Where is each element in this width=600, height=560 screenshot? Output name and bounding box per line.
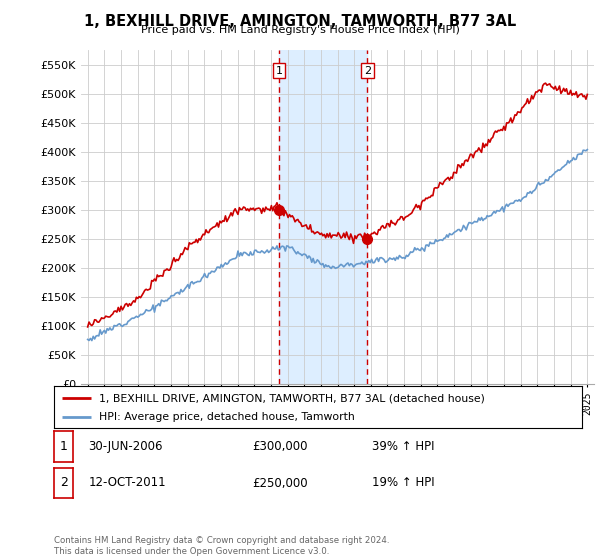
Text: Price paid vs. HM Land Registry's House Price Index (HPI): Price paid vs. HM Land Registry's House … [140, 25, 460, 35]
Text: 19% ↑ HPI: 19% ↑ HPI [372, 477, 434, 489]
Text: 1, BEXHILL DRIVE, AMINGTON, TAMWORTH, B77 3AL: 1, BEXHILL DRIVE, AMINGTON, TAMWORTH, B7… [84, 14, 516, 29]
Text: £250,000: £250,000 [252, 477, 308, 489]
Text: 39% ↑ HPI: 39% ↑ HPI [372, 440, 434, 453]
Text: HPI: Average price, detached house, Tamworth: HPI: Average price, detached house, Tamw… [99, 412, 355, 422]
Text: 12-OCT-2011: 12-OCT-2011 [88, 477, 166, 489]
Text: 1: 1 [276, 66, 283, 76]
Bar [279, 50, 367, 384]
Text: 1: 1 [59, 440, 68, 453]
Text: Contains HM Land Registry data © Crown copyright and database right 2024.
This d: Contains HM Land Registry data © Crown c… [54, 536, 389, 556]
Text: £300,000: £300,000 [252, 440, 308, 453]
Text: 2: 2 [364, 66, 371, 76]
Text: 30-JUN-2006: 30-JUN-2006 [88, 440, 163, 453]
Text: 2: 2 [59, 477, 68, 489]
Text: 1, BEXHILL DRIVE, AMINGTON, TAMWORTH, B77 3AL (detached house): 1, BEXHILL DRIVE, AMINGTON, TAMWORTH, B7… [99, 393, 485, 403]
